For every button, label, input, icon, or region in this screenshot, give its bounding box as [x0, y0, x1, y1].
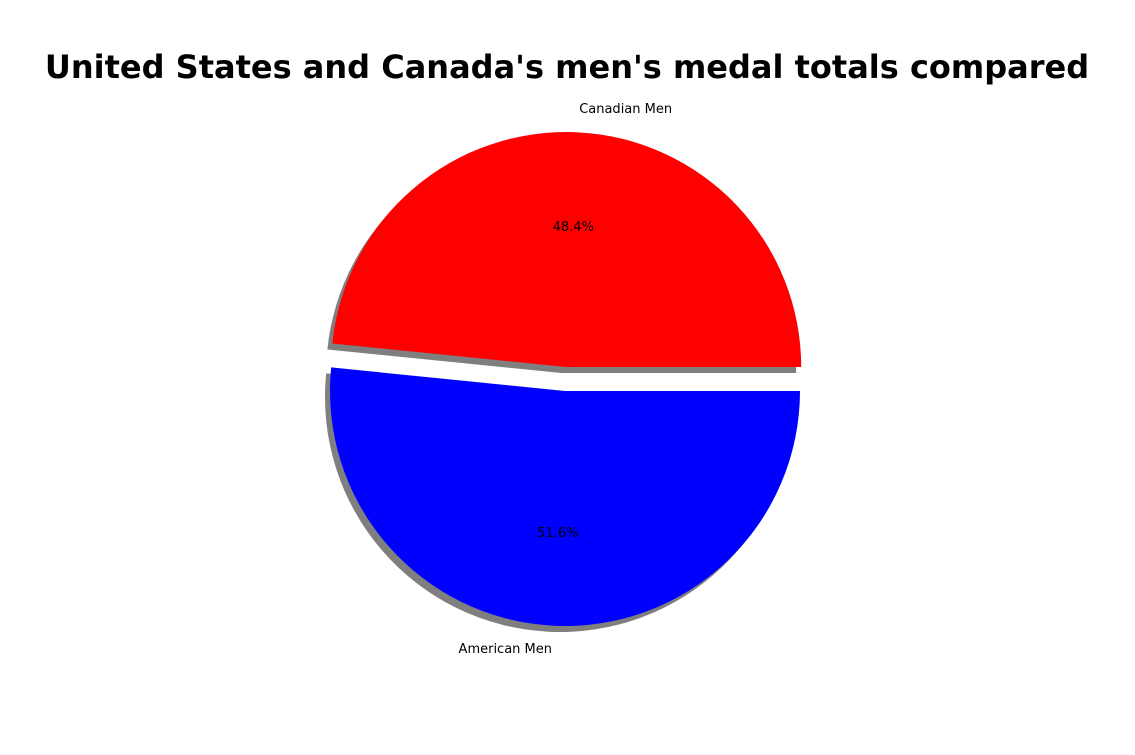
slice-label-american-men: American Men: [459, 642, 552, 657]
pie-labels: Canadian Men 48.4% American Men 51.6%: [459, 102, 673, 657]
slice-canadian-men: [332, 132, 802, 368]
slice-american-men: [329, 367, 800, 627]
slice-percent-canadian-men: 48.4%: [553, 220, 594, 235]
slice-label-canadian-men: Canadian Men: [579, 102, 672, 117]
pie-slices: [329, 132, 802, 627]
slice-percent-american-men: 51.6%: [537, 526, 578, 541]
chart-title: United States and Canada's men's medal t…: [45, 48, 1089, 86]
